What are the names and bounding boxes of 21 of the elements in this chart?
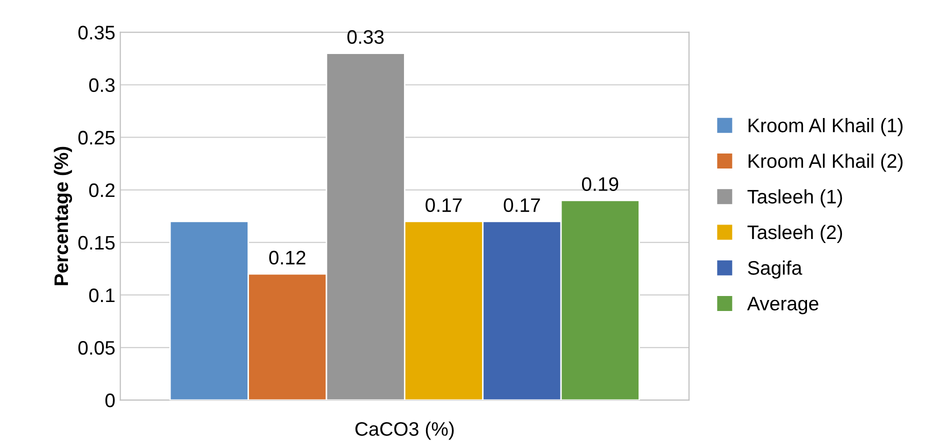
legend-label: Average [747, 296, 818, 314]
data-label: 0.12 [269, 250, 306, 265]
y-tick-label: 0.15 [78, 236, 115, 250]
y-tick-label: 0.3 [89, 78, 115, 92]
y-tick-label: 0.1 [89, 288, 115, 302]
data-label: 0.19 [582, 177, 618, 191]
x-axis-title: CaCO3 (%) [355, 422, 454, 440]
legend-label: Tasleeh (1) [748, 189, 842, 208]
y-tick-label: 0.05 [78, 340, 115, 355]
y-tick-label: 0.2 [89, 183, 114, 198]
legend-label: Kroom Al Khail (1) [748, 118, 903, 136]
legend-label: Kroom Al Khail (2) [748, 154, 903, 172]
legend-label: Sagifa [748, 260, 802, 279]
data-label: 0.33 [347, 30, 384, 44]
y-tick-label: 0 [105, 394, 115, 408]
y-axis-title: Percentage (%) [54, 146, 72, 286]
legend-label: Tasleeh (2) [748, 224, 842, 244]
data-label: 0.17 [426, 198, 462, 212]
y-tick-label: 0.35 [78, 26, 115, 40]
data-label: 0.17 [504, 198, 540, 212]
y-tick-label: 0.25 [78, 130, 115, 145]
